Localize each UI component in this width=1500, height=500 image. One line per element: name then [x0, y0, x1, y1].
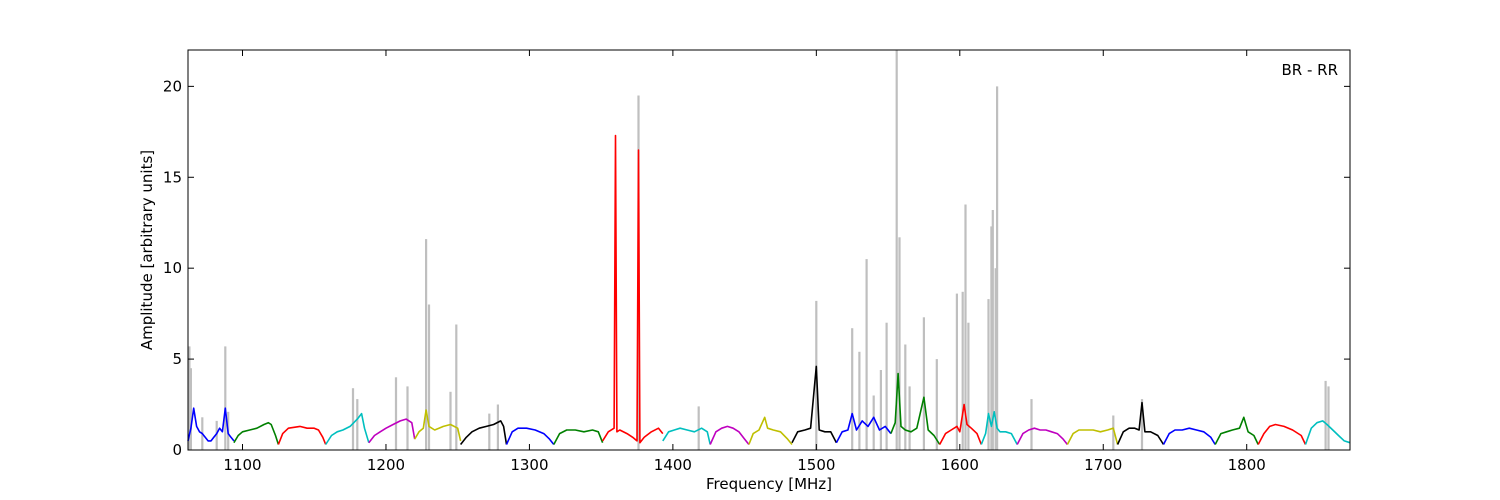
raw-spike	[189, 368, 192, 450]
raw-spike	[1112, 415, 1115, 450]
series-line	[791, 365, 838, 444]
raw-spike	[425, 239, 428, 450]
raw-spike	[996, 86, 999, 451]
raw-spike	[955, 293, 958, 450]
series-line	[748, 416, 793, 446]
y-tick-label: 0	[172, 441, 182, 459]
raw-spike	[1324, 380, 1327, 450]
series-line	[1257, 423, 1307, 445]
raw-spike	[858, 351, 861, 450]
raw-spike	[488, 413, 491, 450]
raw-spike	[697, 406, 700, 450]
x-tick-label: 1100	[223, 456, 261, 474]
axis-ticks: 1100 1200 1300 1400 1500 1600 1700 1800 0 5 10 15 20	[163, 50, 1350, 474]
raw-spike	[922, 317, 925, 450]
x-tick-label: 1500	[797, 456, 835, 474]
raw-spike	[967, 322, 970, 450]
raw-spike	[455, 324, 458, 450]
series-line	[553, 429, 604, 445]
x-tick-label: 1300	[510, 456, 548, 474]
x-tick-label: 1400	[654, 456, 692, 474]
raw-spike	[865, 259, 868, 450]
series-line	[187, 407, 235, 442]
raw-spike	[885, 322, 888, 450]
series-line	[1304, 420, 1351, 445]
raw-spike	[987, 299, 990, 450]
raw-spike	[990, 226, 993, 450]
raw-spike	[1327, 386, 1330, 450]
series-line	[1016, 427, 1069, 445]
series-line	[938, 403, 983, 445]
raw-spike	[964, 204, 967, 450]
raw-spike	[188, 346, 191, 450]
x-axis-label: Frequency [MHz]	[706, 475, 832, 493]
raw-spike	[1140, 399, 1144, 450]
y-tick-label: 10	[163, 259, 182, 277]
series-line	[368, 418, 416, 444]
x-tick-label: 1200	[367, 456, 405, 474]
series-line	[414, 409, 462, 442]
raw-spike	[1030, 399, 1033, 450]
series-line	[325, 412, 370, 445]
series-line	[662, 427, 711, 445]
raw-spike	[872, 395, 875, 450]
series-line	[890, 372, 941, 445]
series-line	[505, 427, 555, 445]
raw-spike	[904, 344, 907, 450]
raw-spike	[908, 386, 911, 450]
x-tick-label: 1700	[1084, 456, 1122, 474]
raw-spike	[961, 291, 964, 450]
raw-spike	[898, 237, 901, 450]
raw-spike	[224, 346, 227, 450]
series-line	[601, 134, 664, 444]
series-layer	[187, 134, 1351, 446]
series-line	[1162, 427, 1216, 445]
series-line	[277, 425, 327, 445]
raw-spike	[394, 377, 398, 450]
y-axis-label: Amplitude [arbitrary units]	[138, 150, 156, 350]
raw-spike	[879, 370, 882, 450]
series-line	[1214, 416, 1259, 445]
x-tick-label: 1600	[941, 456, 979, 474]
raw-spike	[215, 420, 218, 450]
raw-spike	[994, 268, 997, 450]
series-line	[1066, 427, 1119, 445]
chart-annotation: BR - RR	[1281, 61, 1338, 79]
x-tick-label: 1800	[1228, 456, 1266, 474]
y-tick-label: 20	[163, 77, 182, 95]
series-line	[459, 420, 508, 445]
raw-spike	[851, 328, 854, 450]
raw-spike	[406, 386, 409, 450]
raw-spike	[991, 210, 994, 450]
y-tick-label: 15	[163, 168, 182, 186]
series-line	[709, 425, 750, 445]
series-line	[233, 421, 280, 445]
raw-spike	[427, 304, 431, 450]
raw-spike	[449, 391, 452, 450]
plot-frame	[187, 49, 1351, 451]
y-tick-label: 5	[172, 350, 182, 368]
raw-spike	[935, 359, 938, 450]
raw-spectrum	[188, 50, 1330, 451]
series-line	[835, 412, 892, 444]
raw-spike	[496, 404, 499, 450]
raw-spike	[356, 399, 359, 450]
raw-spike	[895, 50, 898, 450]
series-line	[1116, 401, 1165, 445]
raw-spike	[351, 388, 355, 450]
series-line	[980, 410, 1018, 445]
